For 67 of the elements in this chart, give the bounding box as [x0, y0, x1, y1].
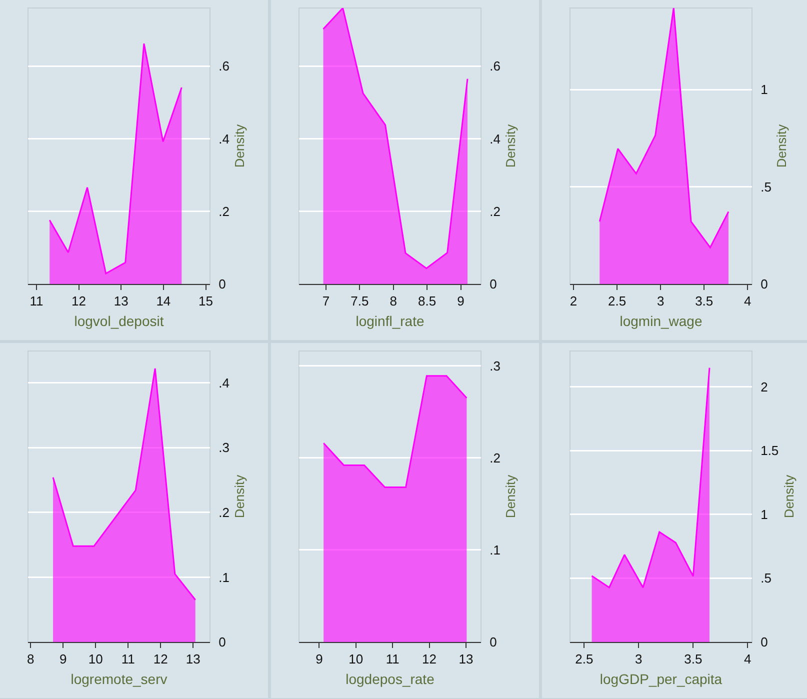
x-tick-label: 2.5 [575, 652, 594, 667]
x-tick-label: 8 [26, 652, 34, 667]
x-tick-label: 13 [114, 294, 128, 309]
x-axis-title: loginfl_rate [356, 312, 424, 329]
x-axis-title: logmin_wage [620, 312, 702, 329]
x-tick-label: 9 [316, 652, 323, 667]
x-tick-label: 13 [458, 652, 474, 667]
x-tick-label: 4 [744, 294, 752, 309]
x-tick-label: 12 [72, 294, 86, 309]
y-axis-title: Density [232, 124, 248, 168]
x-tick-label: 2 [570, 294, 578, 309]
y-tick-label: 0 [760, 276, 768, 292]
y-tick-label: 0 [218, 276, 226, 292]
x-axis-title: logremote_serv [70, 670, 168, 687]
y-tick-label: 0 [760, 634, 768, 650]
y-axis-title: Density [232, 474, 248, 518]
y-tick-label: 0 [490, 634, 497, 650]
x-tick-label: 3 [656, 294, 664, 309]
y-tick-label: 2 [760, 379, 768, 394]
x-tick-label: 14 [156, 294, 171, 309]
y-axis-title: Density [503, 474, 518, 518]
y-tick-label: .4 [490, 131, 500, 146]
x-tick-label: 9 [59, 652, 67, 667]
y-tick-label: .3 [490, 358, 500, 374]
y-tick-label: .3 [218, 440, 230, 456]
y-tick-label: 1 [760, 82, 768, 98]
x-axis-title: logGDP_per_capita [600, 670, 722, 687]
y-tick-label: .1 [218, 570, 230, 585]
y-tick-label: .1 [490, 542, 500, 558]
y-tick-label: 1.5 [760, 443, 779, 458]
x-tick-label: 11 [121, 652, 135, 667]
x-tick-label: 10 [88, 652, 103, 667]
x-tick-label: 7.5 [350, 294, 369, 309]
x-tick-label: 7 [322, 294, 330, 309]
x-tick-label: 3.5 [684, 652, 702, 667]
x-tick-label: 8.5 [418, 294, 436, 309]
x-tick-label: 2.5 [608, 294, 626, 309]
x-tick-label: 10 [348, 652, 364, 667]
x-tick-label: 8 [390, 294, 397, 309]
y-tick-label: .2 [490, 204, 500, 219]
x-tick-label: 4 [744, 652, 752, 667]
y-axis-title: Density [774, 124, 790, 168]
x-axis-title: logvol_deposit [74, 312, 164, 329]
y-tick-label: .5 [760, 570, 772, 586]
x-tick-label: 3 [635, 652, 642, 667]
x-tick-label: 12 [153, 652, 168, 667]
x-tick-label: 11 [386, 652, 400, 667]
y-axis-title: Density [781, 474, 796, 518]
y-tick-label: .5 [760, 179, 772, 194]
y-axis-title: Density [503, 124, 518, 168]
x-tick-label: 12 [422, 652, 436, 667]
y-tick-label: 1 [760, 506, 768, 522]
x-axis-title: logdepos_rate [346, 670, 435, 687]
y-tick-label: 0 [490, 276, 497, 292]
y-tick-label: 0 [218, 634, 226, 650]
y-tick-label: .4 [218, 375, 230, 390]
y-tick-label: .2 [218, 504, 230, 520]
y-tick-label: .4 [218, 131, 230, 146]
y-tick-label: .6 [490, 58, 500, 74]
x-tick-label: 9 [457, 294, 464, 309]
y-tick-label: .2 [218, 204, 230, 219]
x-tick-label: 15 [198, 294, 214, 309]
x-tick-label: 13 [186, 652, 200, 667]
y-tick-label: .6 [218, 58, 230, 74]
x-tick-label: 11 [30, 294, 44, 309]
y-tick-label: .2 [490, 450, 500, 466]
x-tick-label: 3.5 [695, 294, 714, 309]
